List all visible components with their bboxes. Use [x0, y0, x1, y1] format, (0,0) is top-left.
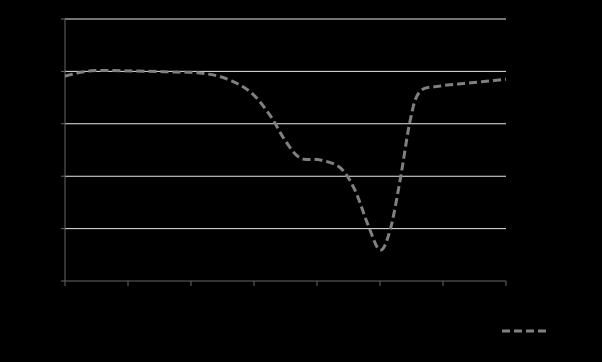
y-tick-label: 4 — [51, 65, 57, 77]
line-series — [64, 68, 507, 252]
x-tick-label: 5 — [377, 291, 383, 303]
x-tick-label: 6 — [440, 291, 446, 303]
x-tick-label: 3 — [251, 291, 257, 303]
y-tick-label: 0 — [51, 275, 57, 287]
y-tick-label: 2 — [51, 170, 57, 182]
x-tick-label: 2 — [188, 291, 194, 303]
x-tick-label: 4 — [314, 291, 320, 303]
x-tick-label: 7 — [503, 291, 509, 303]
y-tick-label: 3 — [51, 118, 57, 130]
y-tick-label: 5 — [51, 13, 57, 25]
x-tick-label: 0 — [62, 291, 68, 303]
x-tick-label: 1 — [125, 291, 131, 303]
y-tick-label: 1 — [51, 223, 57, 235]
